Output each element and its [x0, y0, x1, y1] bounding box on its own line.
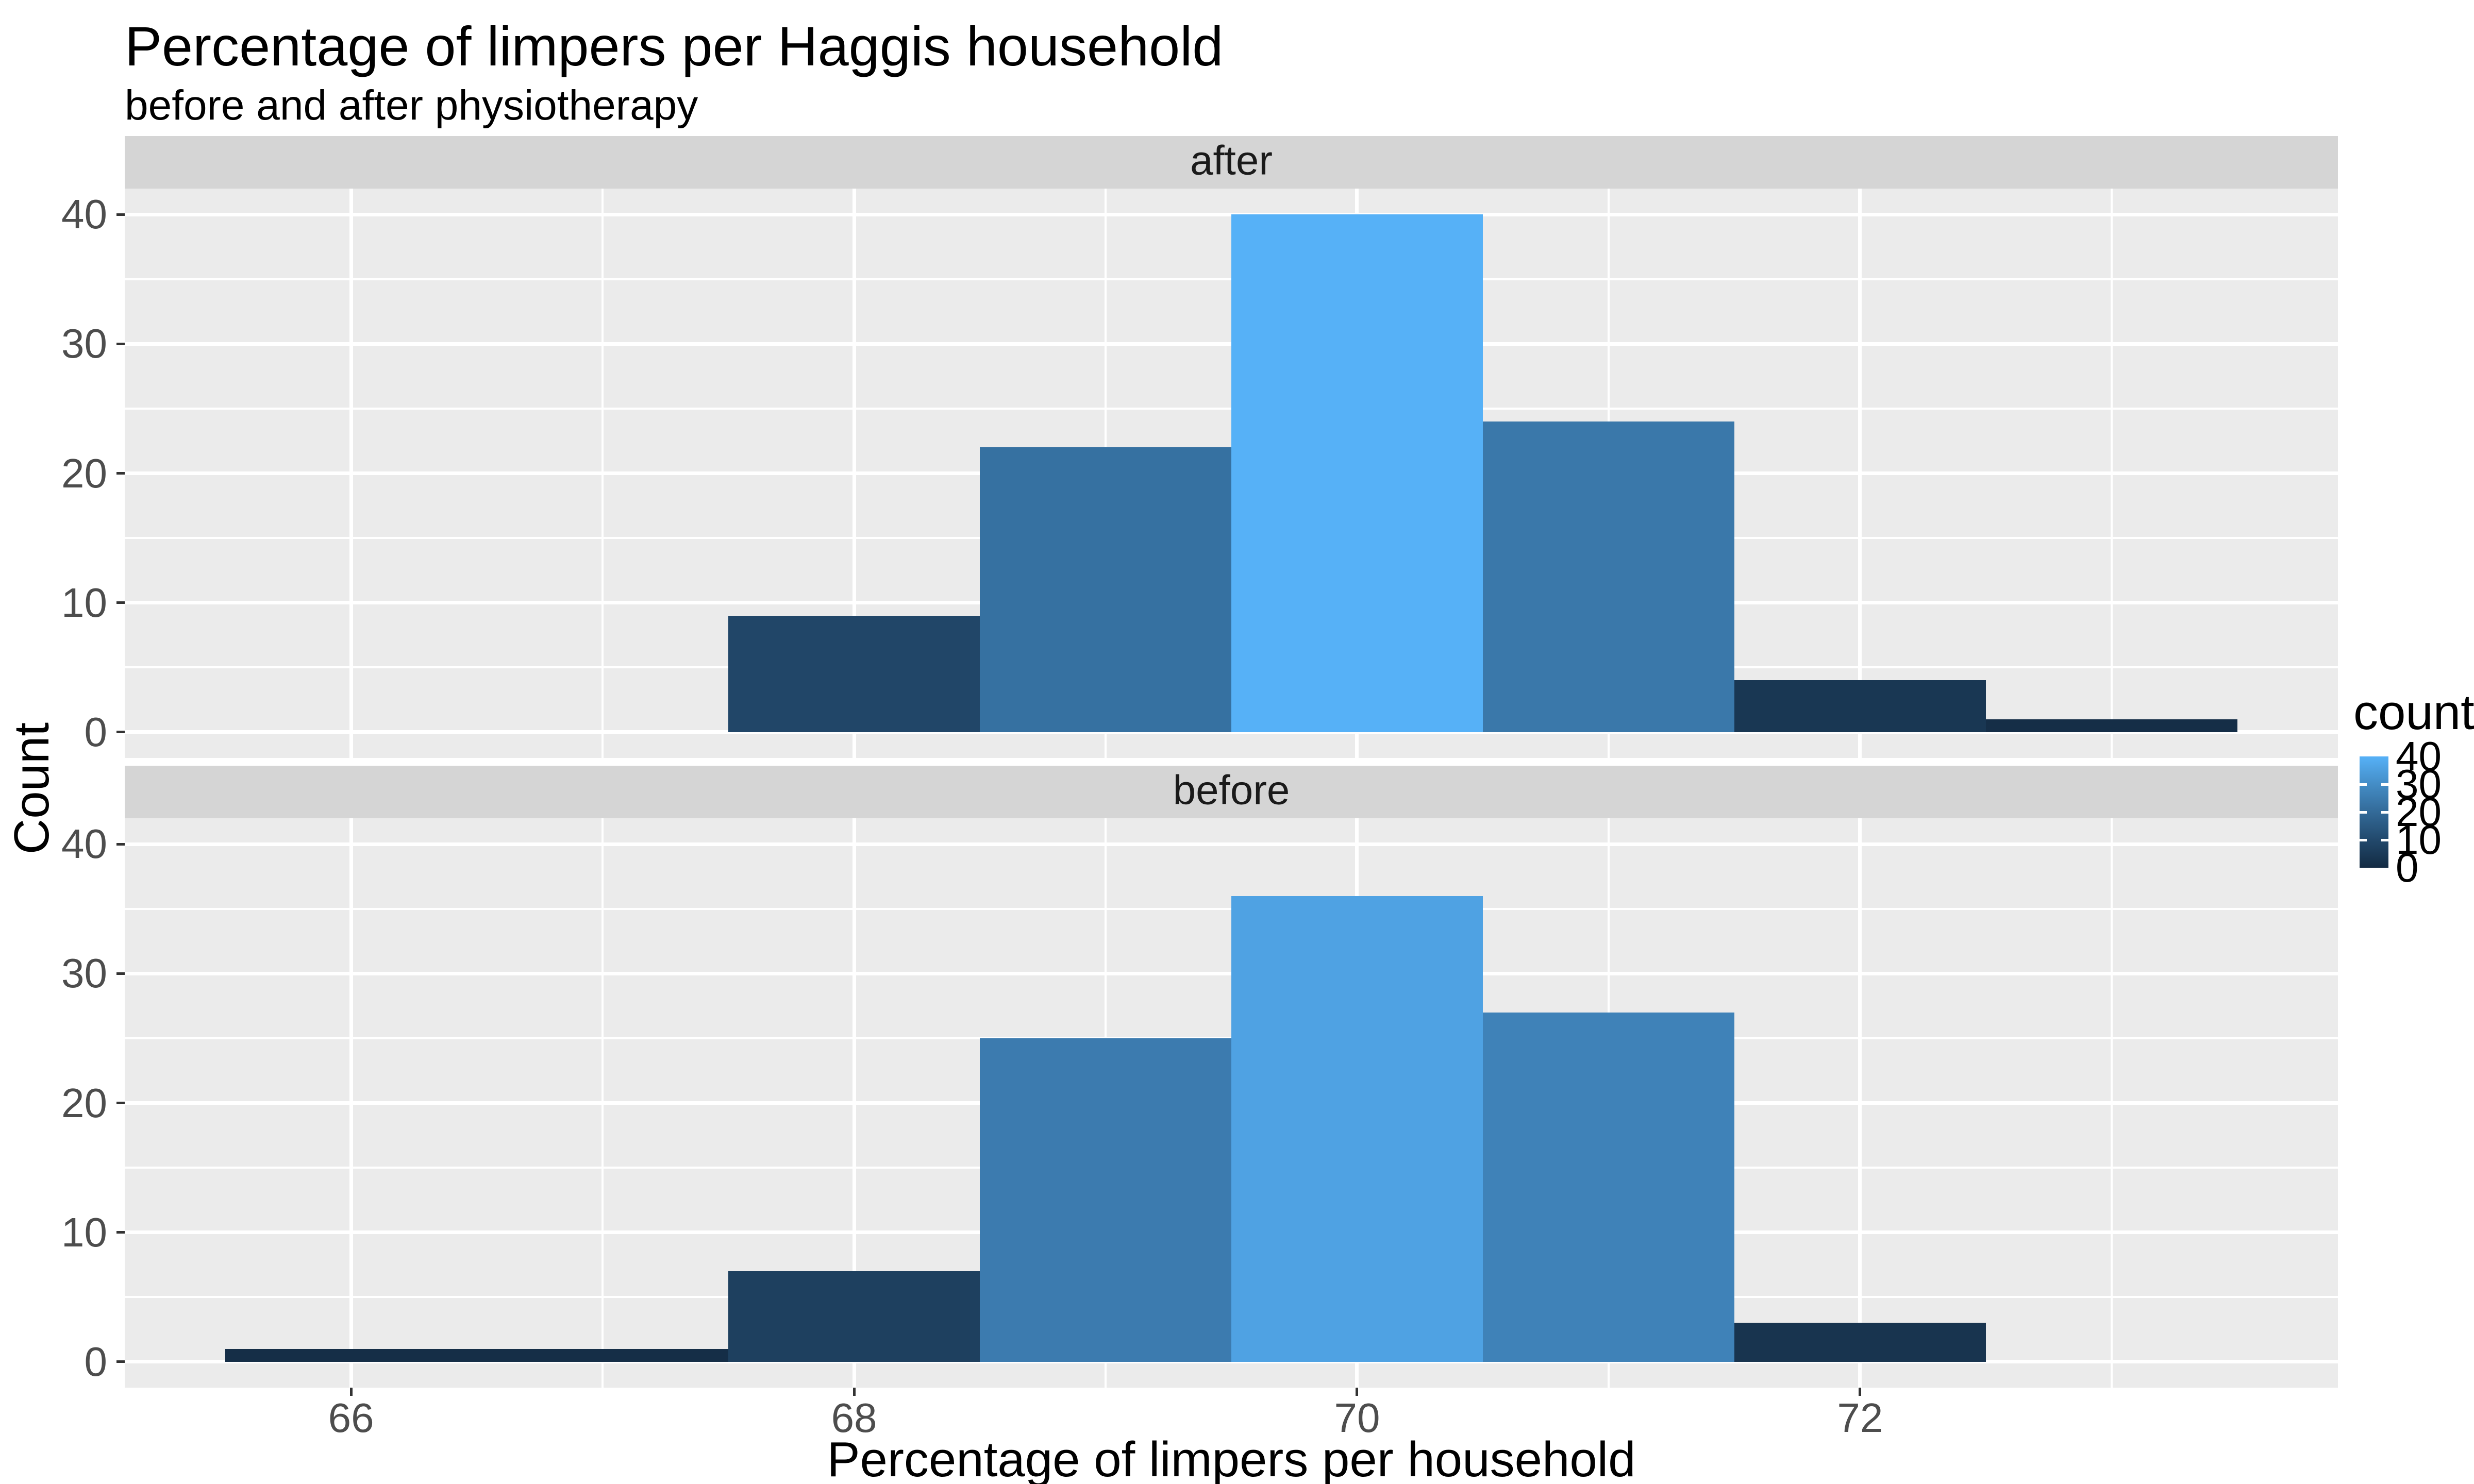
y-axis-tick: [116, 1231, 125, 1234]
gridline-major-x: [852, 189, 856, 758]
histogram-bar: [728, 1271, 980, 1362]
gridline-major-x: [852, 818, 856, 1388]
x-tick-label: 68: [831, 1395, 877, 1441]
histogram-bar: [1231, 214, 1483, 732]
y-axis-tick: [116, 731, 125, 734]
histogram-bar: [1734, 680, 1986, 732]
histogram-bar: [1734, 1323, 1986, 1362]
histogram-bar: [1231, 896, 1483, 1362]
legend-colorbar-tick: [2360, 783, 2367, 786]
gridline-major-x: [1858, 189, 1862, 758]
y-axis-tick: [116, 601, 125, 604]
y-axis-tick: [116, 842, 125, 846]
histogram-bar: [728, 615, 980, 732]
legend-tick-label: 10: [2396, 817, 2442, 863]
y-axis-tick: [116, 472, 125, 475]
facet-strip-label-before: before: [1173, 767, 1290, 813]
plot-subtitle: before and after physiotherapy: [125, 82, 698, 129]
plot-title: Percentage of limpers per Haggis househo…: [125, 15, 1224, 77]
y-tick-label: 40: [61, 821, 107, 867]
panel-before: [125, 818, 2338, 1388]
x-axis-tick: [1859, 1388, 1862, 1396]
panel-after: [125, 189, 2338, 758]
x-axis-tick: [1356, 1388, 1359, 1396]
histogram-bar: [1482, 1012, 1734, 1362]
x-tick-label: 70: [1334, 1395, 1380, 1441]
y-tick-label: 30: [61, 950, 107, 997]
y-axis-tick: [116, 213, 125, 216]
legend-tick-label: 40: [2396, 733, 2442, 779]
y-tick-label: 40: [61, 191, 107, 238]
gridline-major-x: [349, 189, 353, 758]
x-axis-title: Percentage of limpers per household: [827, 1432, 1636, 1484]
y-tick-label: 20: [61, 1080, 107, 1126]
y-tick-label: 20: [61, 450, 107, 496]
histogram-bar: [477, 1348, 729, 1362]
y-axis-tick: [116, 342, 125, 345]
x-axis-tick: [852, 1388, 856, 1396]
legend-colorbar-tick: [2381, 783, 2388, 786]
histogram-bar: [980, 447, 1231, 732]
facet-strip-after: after: [125, 136, 2338, 189]
legend-tick-label: 20: [2396, 789, 2442, 835]
facet-strip-before: before: [125, 766, 2338, 818]
y-tick-label: 10: [61, 579, 107, 626]
legend-tick-label: 0: [2396, 845, 2419, 890]
y-tick-label: 10: [61, 1209, 107, 1255]
legend-title: count: [2353, 685, 2474, 740]
histogram-bar: [1482, 421, 1734, 732]
y-axis-tick: [116, 1360, 125, 1363]
legend-colorbar-tick: [2360, 838, 2367, 841]
legend-colorbar-tick: [2381, 838, 2388, 841]
legend-colorbar-tick: [2360, 811, 2367, 814]
y-axis-tick: [116, 1102, 125, 1104]
gridline-major-x: [349, 818, 353, 1388]
y-tick-label: 30: [61, 321, 107, 367]
gridline-major-x: [1858, 818, 1862, 1388]
gridline-major-y: [125, 1360, 2338, 1364]
histogram-bar: [1985, 719, 2237, 732]
y-tick-label: 0: [84, 709, 108, 755]
x-tick-label: 66: [328, 1395, 374, 1441]
x-tick-label: 72: [1837, 1395, 1883, 1441]
gridline-major-y: [125, 842, 2338, 846]
facet-strip-label-after: after: [1190, 137, 1273, 183]
y-tick-label: 0: [84, 1338, 108, 1385]
legend-tick-label: 30: [2396, 761, 2442, 807]
y-axis-tick: [116, 972, 125, 975]
gridline-major-y: [125, 730, 2338, 734]
histogram-bar: [225, 1348, 477, 1362]
x-axis-tick: [349, 1388, 353, 1396]
legend-colorbar-tick: [2381, 811, 2388, 814]
histogram-bar: [980, 1038, 1231, 1362]
